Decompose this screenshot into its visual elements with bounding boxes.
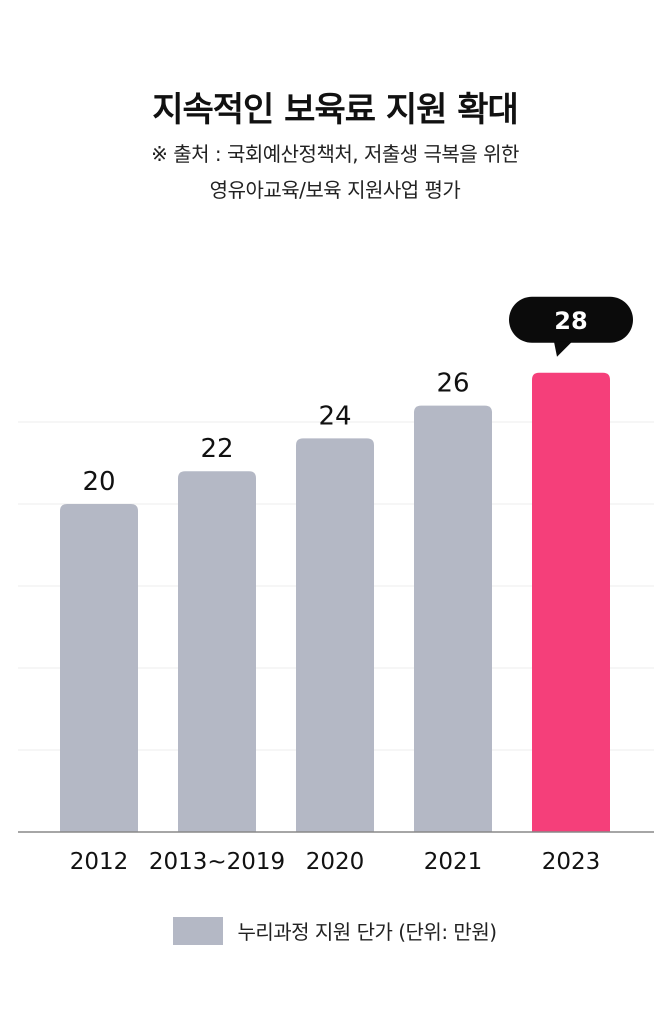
highlight-bubble-pointer — [554, 341, 572, 357]
x-tick-label-2023: 2023 — [542, 849, 601, 875]
highlight-bubble — [509, 296, 633, 343]
x-tick-label-2012: 2012 — [70, 849, 129, 875]
legend-swatch — [173, 916, 224, 945]
bar-2021 — [414, 405, 492, 832]
chart-source-line-2: 영유아교육/보육 지원사업 평가 — [209, 178, 461, 202]
legend: 누리과정 지원 단가 (단위: 만원) — [0, 916, 670, 945]
chart-source-line-1: ※ 출처 : 국회예산정책처, 저출생 극복을 위한 — [151, 142, 519, 166]
bar-value-label-2020: 24 — [318, 401, 351, 431]
legend-label: 누리과정 지원 단가 (단위: 만원) — [237, 920, 497, 944]
x-tick-label-2020: 2020 — [306, 849, 365, 875]
bar-2013~2019 — [178, 471, 256, 832]
bar-2012 — [60, 504, 138, 832]
x-tick-label-2013~2019: 2013~2019 — [149, 849, 285, 875]
chart-title: 지속적인 보육료 지원 확대 — [152, 90, 519, 130]
x-tick-label-2021: 2021 — [424, 849, 483, 875]
bar-value-label-2021: 26 — [436, 369, 469, 399]
bar-2023 — [532, 372, 610, 832]
bar-value-label-2013~2019: 22 — [200, 434, 233, 464]
bar-value-label-2012: 20 — [82, 467, 115, 497]
highlight-bubble-label: 28 — [554, 307, 587, 335]
bar-2020 — [296, 438, 374, 832]
